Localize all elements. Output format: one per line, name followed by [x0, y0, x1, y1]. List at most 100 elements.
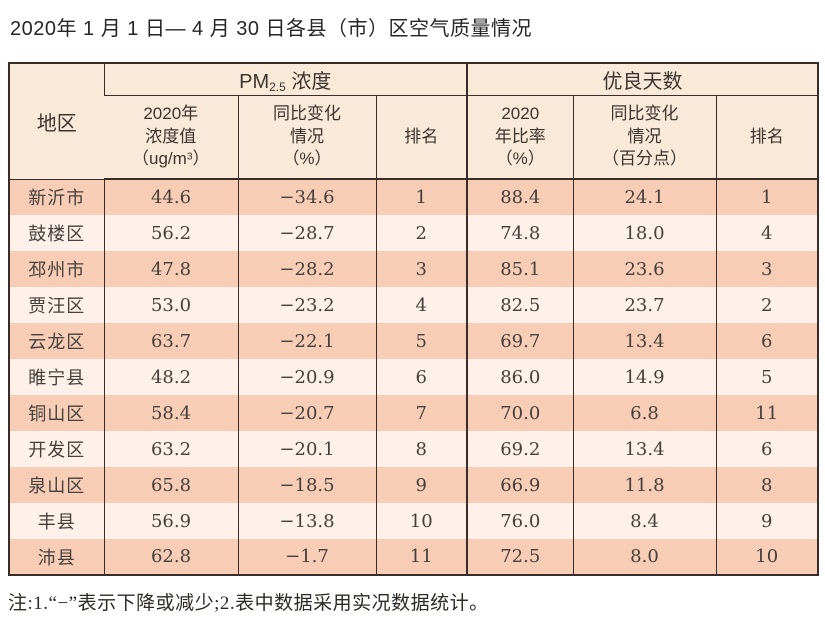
header-pm-concentration-line2: 浓度值	[145, 126, 197, 146]
pm-rank: 5	[375, 323, 467, 359]
region-name: 开发区	[9, 431, 104, 467]
air-quality-table: 地区 PM2.5 浓度 优良天数 2020年 浓度值 （ug/m3） 同比变化 情况（…	[8, 62, 820, 576]
table-row: 新沂市 44.6 −34.6 1 88.4 24.1 1	[9, 179, 819, 215]
header-good-yoy-line1: 同比变化	[610, 104, 679, 124]
good-ratio: 66.9	[466, 467, 573, 503]
table-row: 睢宁县 48.2 −20.9 6 86.0 14.9 5	[9, 359, 819, 395]
region-name: 泉山区	[9, 467, 104, 503]
header-good-ratio-unit: （%）	[495, 148, 545, 168]
pm-change: −20.9	[237, 359, 376, 395]
pm-change: −20.7	[237, 395, 376, 431]
header-pm-yoy-unit: （%）	[282, 148, 332, 168]
table-row: 铜山区 58.4 −20.7 7 70.0 6.8 11	[9, 395, 819, 431]
pm-change: −22.1	[237, 323, 376, 359]
region-name: 睢宁县	[9, 359, 104, 395]
table-row: 鼓楼区 56.2 −28.7 2 74.8 18.0 4	[9, 215, 819, 251]
header-pm-yoy-change: 同比变化 情况 （%）	[237, 95, 376, 180]
good-rank: 5	[715, 359, 819, 395]
pm-value: 56.9	[103, 503, 238, 539]
header-region: 地区	[9, 63, 104, 180]
header-pm-concentration: 2020年 浓度值 （ug/m3）	[104, 95, 238, 180]
pm-value: 47.8	[103, 251, 238, 287]
good-ratio: 76.0	[466, 503, 573, 539]
good-change: 18.0	[572, 215, 716, 251]
header-good-ratio: 2020 年比率 （%）	[466, 95, 573, 180]
good-ratio: 74.8	[466, 215, 573, 251]
good-ratio: 72.5	[466, 539, 573, 575]
page-title: 2020年 1 月 1 日— 4 月 30 日各县（市）区空气质量情况	[10, 18, 533, 40]
pm-change: −20.1	[237, 431, 376, 467]
header-good-ratio-line1: 2020	[501, 104, 540, 124]
good-rank: 9	[715, 503, 819, 539]
pm-rank: 2	[375, 215, 467, 251]
header-pm-concentration-line1: 2020年	[143, 104, 199, 124]
good-ratio: 88.4	[466, 179, 573, 215]
pm-rank: 1	[375, 179, 467, 215]
header-group-good-days: 优良天数	[465, 63, 819, 96]
good-change: 23.6	[572, 251, 716, 287]
header-pm-rank: 排名	[375, 95, 467, 180]
header-group-pm25: PM2.5 浓度	[103, 63, 467, 96]
header-good-yoy-change: 同比变化 情况 （百分点）	[572, 95, 716, 180]
good-rank: 3	[715, 251, 819, 287]
table-row: 沛县 62.8 −1.7 11 72.5 8.0 10	[9, 539, 819, 575]
header-good-yoy-line2: 情况	[627, 126, 662, 146]
good-change: 8.4	[572, 503, 716, 539]
region-name: 铜山区	[9, 395, 104, 431]
good-change: 8.0	[572, 539, 716, 575]
good-change: 23.7	[572, 287, 716, 323]
table-row: 邳州市 47.8 −28.2 3 85.1 23.6 3	[9, 251, 819, 287]
footnote: 注:1.“−”表示下降或减少;2.表中数据采用实况数据统计。	[8, 593, 489, 614]
good-ratio: 69.7	[466, 323, 573, 359]
good-change: 13.4	[572, 431, 716, 467]
pm-rank: 11	[375, 539, 467, 575]
good-rank: 6	[715, 431, 819, 467]
header-pm-yoy-line1: 同比变化	[273, 104, 341, 124]
header-good-ratio-line2: 年比率	[494, 126, 546, 146]
table-row: 贾汪区 53.0 −23.2 4 82.5 23.7 2	[9, 287, 819, 323]
good-rank: 11	[715, 395, 819, 431]
good-rank: 8	[715, 467, 819, 503]
good-rank: 2	[715, 287, 819, 323]
pm-value: 65.8	[103, 467, 238, 503]
table-row: 开发区 63.2 −20.1 8 69.2 13.4 6	[9, 431, 819, 467]
pm-rank: 6	[375, 359, 467, 395]
pm-value: 44.6	[103, 179, 238, 215]
pm25-label-prefix: PM	[239, 70, 270, 93]
header-sub-row: 2020年 浓度值 （ug/m3） 同比变化 情况 （%） 排名 2020 年比率 （%） …	[9, 95, 819, 180]
header-pm-concentration-unit: （ug/m	[132, 148, 187, 168]
pm-change: −28.2	[237, 251, 376, 287]
table-row: 丰县 56.9 −13.8 10 76.0 8.4 9	[9, 503, 819, 539]
pm-change: −13.8	[237, 503, 376, 539]
pm25-label-subscript: 2.5	[269, 79, 286, 94]
pm25-label-suffix: 浓度	[285, 70, 332, 93]
pm-value: 63.7	[103, 323, 238, 359]
good-ratio: 70.0	[466, 395, 573, 431]
good-change: 24.1	[572, 179, 716, 215]
pm-rank: 4	[375, 287, 467, 323]
good-rank: 4	[715, 215, 819, 251]
header-pm-concentration-unit-close: ）	[192, 148, 210, 168]
table-row: 泉山区 65.8 −18.5 9 66.9 11.8 8	[9, 467, 819, 503]
pm-rank: 9	[375, 467, 467, 503]
pm-change: −18.5	[237, 467, 376, 503]
good-ratio: 86.0	[466, 359, 573, 395]
header-good-rank: 排名	[715, 95, 819, 180]
good-change: 11.8	[572, 467, 716, 503]
header-pm-concentration-unit-sup: 3	[186, 151, 193, 163]
good-change: 6.8	[572, 395, 716, 431]
pm-rank: 7	[375, 395, 467, 431]
table-row: 云龙区 63.7 −22.1 5 69.7 13.4 6	[9, 323, 819, 359]
region-name: 鼓楼区	[9, 215, 104, 251]
header-good-yoy-unit: （百分点）	[602, 148, 687, 168]
region-name: 丰县	[9, 503, 104, 539]
good-rank: 6	[715, 323, 819, 359]
pm-change: −1.7	[237, 539, 376, 575]
pm-rank: 3	[375, 251, 467, 287]
region-name: 贾汪区	[9, 287, 104, 323]
pm-change: −23.2	[237, 287, 376, 323]
pm-value: 63.2	[103, 431, 238, 467]
pm-change: −34.6	[237, 179, 376, 215]
good-rank: 1	[715, 179, 819, 215]
